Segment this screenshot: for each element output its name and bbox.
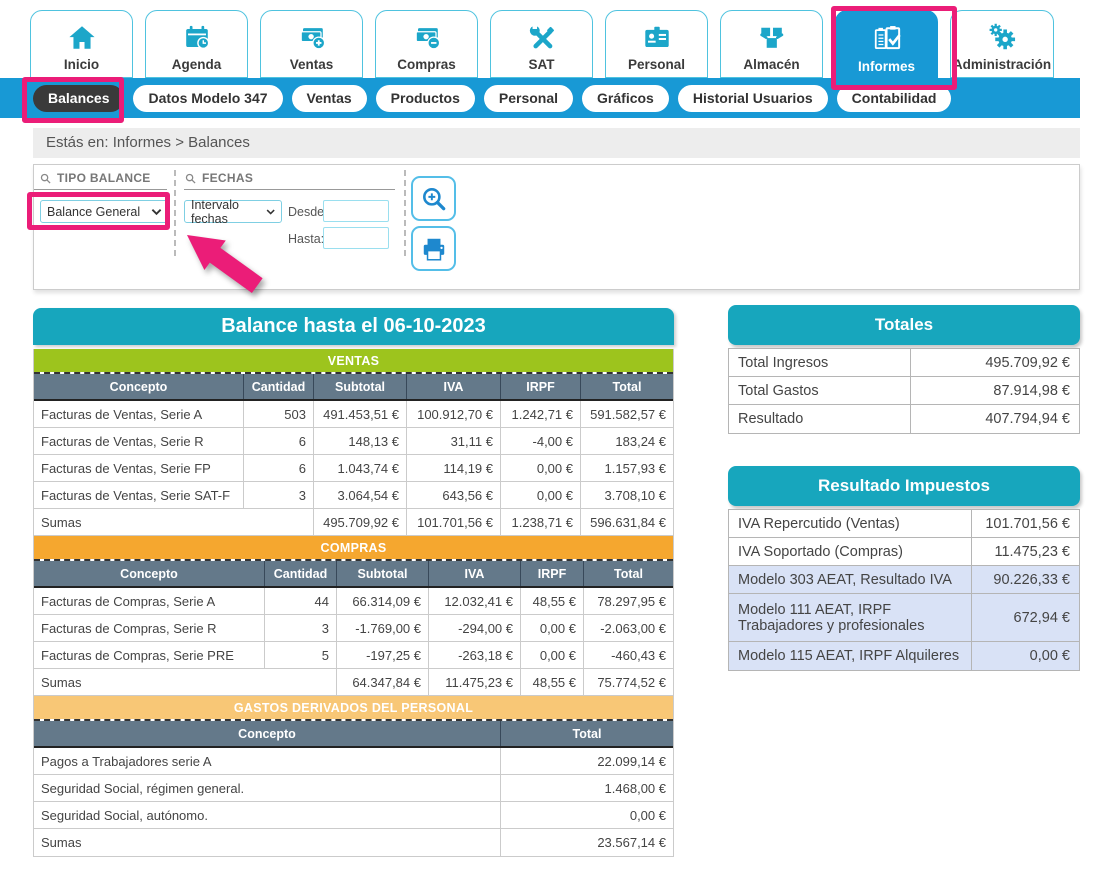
subnav-bar: Balances Datos Modelo 347 Ventas Product… — [0, 78, 1080, 118]
table-row: Modelo 115 AEAT, IRPF Alquileres 0,00 € — [729, 642, 1079, 670]
table-row: Facturas de Ventas, Serie FP 6 1.043,74 … — [34, 455, 673, 482]
table-row: IVA Soportado (Compras) 11.475,23 € — [729, 538, 1079, 566]
printer-icon — [423, 238, 444, 261]
tab-personal[interactable]: Personal — [605, 10, 708, 78]
impuestos-header: Resultado Impuestos — [728, 466, 1080, 506]
search-icon — [40, 173, 51, 184]
table-row: Modelo 303 AEAT, Resultado IVA 90.226,33 … — [729, 566, 1079, 594]
clipboards-check-icon — [874, 26, 901, 50]
tab-label: Ventas — [289, 57, 334, 72]
chevron-down-icon — [266, 209, 275, 215]
tab-label: Informes — [857, 59, 915, 74]
table-row: Seguridad Social, autónomo. 0,00 € — [34, 802, 673, 829]
subnav-item-personal[interactable]: Personal — [483, 84, 574, 112]
tab-agenda[interactable]: Agenda — [145, 10, 248, 78]
tab-compras[interactable]: Compras — [375, 10, 478, 78]
sums-row: Sumas 23.567,14 € — [34, 829, 673, 856]
subnav-item-graficos[interactable]: Gráficos — [582, 84, 669, 112]
balance-table: VENTAS Concepto Cantidad Subtotal IVA IR… — [33, 349, 674, 857]
id-card-icon — [644, 26, 669, 47]
subnav-item-ventas[interactable]: Ventas — [291, 84, 367, 112]
table-row: Facturas de Compras, Serie R 3 -1.769,00… — [34, 615, 673, 642]
tipo-balance-label: TIPO BALANCE — [40, 171, 151, 185]
tab-label: Compras — [397, 57, 456, 72]
subnav-item-productos[interactable]: Productos — [375, 84, 475, 112]
tab-ventas[interactable]: Ventas — [260, 10, 363, 78]
hasta-label: Hasta: — [288, 232, 325, 246]
divider — [34, 189, 167, 190]
table-header-row: Concepto Cantidad Subtotal IVA IRPF Tota… — [34, 372, 673, 401]
tools-icon — [529, 23, 554, 49]
zoom-button[interactable] — [411, 176, 456, 221]
subnav-item-historial-usuarios[interactable]: Historial Usuarios — [677, 84, 828, 112]
section-header-ventas: VENTAS — [34, 349, 673, 372]
subnav-item-balances[interactable]: Balances — [33, 84, 125, 112]
table-row: Modelo 111 AEAT, IRPF Trabajadores y pro… — [729, 594, 1079, 642]
tab-informes[interactable]: Informes — [835, 10, 938, 80]
report-title: Balance hasta el 06-10-2023 — [33, 308, 674, 345]
zoom-in-icon — [422, 187, 445, 210]
money-plus-icon — [300, 28, 325, 50]
table-row: Total Ingresos 495.709,92 € — [729, 349, 1079, 377]
table-row: Facturas de Ventas, Serie SAT-F 3 3.064,… — [34, 482, 673, 509]
intervalo-fechas-value: Intervalo fechas — [191, 197, 239, 226]
chevron-down-icon — [151, 208, 162, 215]
filter-panel: TIPO BALANCE Balance General FECHAS Inte… — [33, 164, 1080, 290]
table-row: Seguridad Social, régimen general. 1.468… — [34, 775, 673, 802]
breadcrumb: Estás en: Informes > Balances — [33, 128, 1080, 158]
divider — [184, 189, 395, 190]
tab-sat[interactable]: SAT — [490, 10, 593, 78]
desde-input[interactable] — [323, 200, 389, 222]
hasta-input[interactable] — [323, 227, 389, 249]
tab-label: Inicio — [63, 57, 100, 72]
tab-administracion[interactable]: Administración — [950, 10, 1054, 78]
tab-label: Administración — [952, 57, 1052, 72]
tab-inicio[interactable]: Inicio — [30, 10, 133, 78]
gears-icon — [989, 23, 1016, 50]
boxes-icon — [759, 26, 783, 49]
table-row: Facturas de Ventas, Serie A 503 491.453,… — [34, 401, 673, 428]
money-minus-icon — [415, 28, 440, 50]
table-row: Facturas de Compras, Serie PRE 5 -197,25… — [34, 642, 673, 669]
intervalo-fechas-select[interactable]: Intervalo fechas — [184, 197, 282, 226]
table-row: Total Gastos 87.914,98 € — [729, 377, 1079, 405]
print-button[interactable] — [411, 226, 456, 271]
home-icon — [68, 26, 95, 49]
desde-label: Desde: — [288, 205, 328, 219]
fechas-label: FECHAS — [185, 171, 253, 185]
divider — [404, 170, 406, 256]
tipo-balance-select[interactable]: Balance General — [40, 200, 169, 223]
tab-label: Personal — [627, 57, 686, 72]
tab-label: Almacén — [743, 57, 800, 72]
divider — [174, 170, 176, 256]
table-header-row: Concepto Total — [34, 719, 673, 748]
table-row: Facturas de Compras, Serie A 44 66.314,0… — [34, 588, 673, 615]
section-header-compras: COMPRAS — [34, 536, 673, 559]
table-header-row: Concepto Cantidad Subtotal IVA IRPF Tota… — [34, 559, 673, 588]
tab-label: SAT — [528, 57, 555, 72]
calendar-clock-icon — [185, 25, 209, 50]
section-header-gastos: GASTOS DERIVADOS DEL PERSONAL — [34, 696, 673, 719]
subnav-item-datos-modelo-347[interactable]: Datos Modelo 347 — [133, 84, 283, 112]
tab-label: Agenda — [171, 57, 222, 72]
table-row: IVA Repercutido (Ventas) 101.701,56 € — [729, 510, 1079, 538]
search-icon — [185, 173, 196, 184]
main-nav: Inicio Agenda Ventas Compras — [30, 10, 1054, 80]
table-row: Pagos a Trabajadores serie A 22.099,14 € — [34, 748, 673, 775]
tab-almacen[interactable]: Almacén — [720, 10, 823, 78]
sums-row: Sumas 495.709,92 € 101.701,56 € 1.238,71… — [34, 509, 673, 536]
table-row: Facturas de Ventas, Serie R 6 148,13 € 3… — [34, 428, 673, 455]
subnav-item-contabilidad[interactable]: Contabilidad — [836, 84, 952, 112]
tipo-balance-value: Balance General — [47, 204, 141, 219]
impuestos-table: IVA Repercutido (Ventas) 101.701,56 € IVA… — [728, 509, 1080, 671]
sums-row: Sumas 64.347,84 € 11.475,23 € 48,55 € 75… — [34, 669, 673, 696]
totales-header: Totales — [728, 305, 1080, 345]
totales-table: Total Ingresos 495.709,92 € Total Gastos 8… — [728, 348, 1080, 434]
table-row: Resultado 407.794,94 € — [729, 405, 1079, 433]
